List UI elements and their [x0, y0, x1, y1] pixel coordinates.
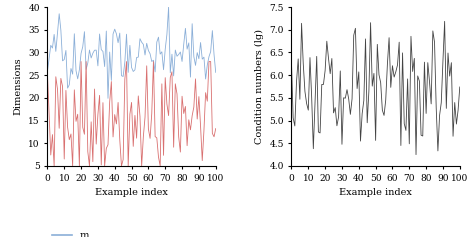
Y-axis label: Dimensions: Dimensions — [14, 58, 23, 115]
Legend: m, n: m, n — [52, 231, 89, 237]
Y-axis label: Condition numbers (lg): Condition numbers (lg) — [255, 29, 264, 144]
X-axis label: Example index: Example index — [95, 188, 168, 197]
X-axis label: Example index: Example index — [339, 188, 412, 197]
